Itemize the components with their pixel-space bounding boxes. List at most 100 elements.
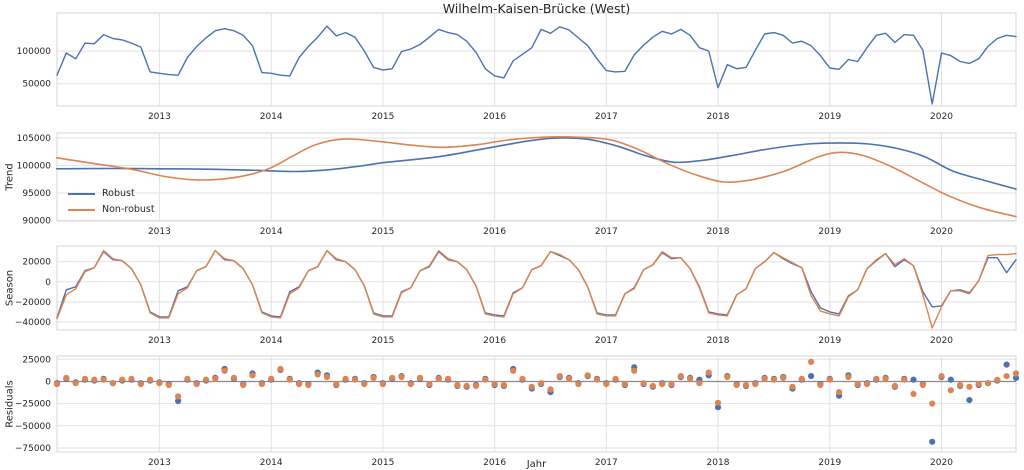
- data-point: [472, 382, 480, 389]
- data-point: [910, 376, 917, 383]
- data-point: [240, 381, 247, 389]
- data-point: [91, 376, 98, 383]
- data-point: [826, 376, 833, 383]
- legend-line-robust: [68, 192, 95, 195]
- data-point: [621, 381, 629, 388]
- data-point: [966, 383, 973, 390]
- panel-season: −40000 −20000 0 20000 2013 2014 2015 2016 2017 20…: [15, 245, 1017, 346]
- y-tick-label: 105000: [17, 134, 52, 144]
- data-point: [687, 375, 694, 382]
- legend-item-robust: Robust: [68, 188, 155, 199]
- y-tick-label: 50000: [22, 80, 51, 90]
- data-point: [882, 375, 889, 382]
- data-point: [370, 374, 377, 381]
- data-point: [230, 374, 237, 381]
- data-point: [296, 381, 303, 388]
- x-tick-label: 2016: [483, 112, 506, 122]
- data-point: [538, 380, 545, 387]
- x-tick-label: 2014: [260, 112, 283, 122]
- data-point: [770, 376, 778, 383]
- data-point: [100, 376, 107, 383]
- y-axis-label-season: Season: [4, 269, 16, 307]
- data-point: [929, 438, 936, 445]
- residual-points-non-robust: [53, 358, 1020, 407]
- y-tick-label: 20000: [22, 258, 51, 268]
- data-point: [659, 381, 666, 388]
- x-tick-label: 2019: [818, 458, 841, 468]
- legend-item-nonrobust: Non-robust: [68, 204, 155, 215]
- x-tick-label: 2017: [595, 458, 618, 468]
- data-point: [407, 381, 414, 388]
- data-point: [603, 381, 610, 388]
- y-tick-label: −50000: [15, 422, 51, 432]
- x-tick-label: 2017: [595, 336, 618, 346]
- data-point: [966, 397, 973, 404]
- x-tick-label: 2017: [595, 227, 618, 237]
- x-tick-label: 2020: [930, 458, 953, 468]
- x-tick-label: 2018: [707, 227, 730, 237]
- series-line-robust: [56, 249, 1017, 319]
- data-point: [575, 381, 582, 388]
- data-point: [975, 381, 982, 388]
- data-point: [286, 376, 293, 383]
- data-point: [789, 383, 796, 390]
- data-point: [714, 399, 722, 406]
- data-point: [742, 381, 750, 389]
- data-point: [463, 382, 470, 389]
- data-point: [752, 381, 759, 388]
- x-tick-label: 2013: [148, 336, 171, 346]
- data-point: [649, 382, 657, 389]
- chart-title: Wilhelm-Kaisen-Brücke (West): [442, 1, 631, 16]
- x-tick-label: 2020: [930, 227, 953, 237]
- data-point: [156, 380, 163, 387]
- x-tick-label: 2019: [818, 336, 841, 346]
- data-point: [128, 375, 135, 382]
- series-line-non-robust: [55, 135, 1017, 218]
- y-tick-label: −75000: [15, 444, 51, 454]
- data-point: [836, 389, 843, 396]
- data-point: [193, 381, 200, 388]
- y-tick-label: −40000: [15, 318, 51, 328]
- x-tick-label: 2015: [371, 112, 394, 122]
- x-tick-label: 2018: [707, 112, 730, 122]
- panel-border: [56, 355, 1017, 453]
- data-point: [389, 374, 396, 381]
- data-point: [175, 393, 182, 400]
- data-point: [277, 365, 284, 373]
- data-point: [808, 373, 815, 380]
- panel-border: [56, 245, 1017, 331]
- data-point: [53, 381, 61, 388]
- data-point: [323, 373, 331, 381]
- x-tick-label: 2015: [371, 227, 394, 237]
- data-point: [1003, 361, 1010, 368]
- data-point: [938, 373, 945, 380]
- panel-residuals: −75000 −50000 −25000 0 25000 2013 2014 2015 2016…: [15, 355, 1020, 468]
- data-point: [947, 376, 954, 383]
- y-tick-label: 0: [45, 278, 51, 288]
- y-tick-label: −20000: [15, 298, 51, 308]
- x-tick-label: 2013: [148, 227, 171, 237]
- data-point: [500, 381, 507, 389]
- data-point: [901, 376, 908, 383]
- x-tick-label: 2016: [483, 336, 506, 346]
- x-tick-label: 2015: [371, 336, 394, 346]
- data-point: [798, 375, 805, 382]
- y-tick-label: 100000: [17, 161, 52, 171]
- data-point: [668, 381, 675, 388]
- legend-label-robust: Robust: [102, 188, 135, 199]
- trend-legend: Robust Non-robust: [68, 188, 155, 215]
- x-tick-label: 2017: [595, 112, 618, 122]
- data-point: [705, 369, 712, 376]
- data-point: [1003, 373, 1010, 380]
- data-point: [72, 380, 79, 387]
- data-point: [984, 380, 992, 387]
- data-point: [910, 390, 917, 397]
- data-point: [435, 375, 442, 382]
- series-line-observed: [56, 25, 1017, 105]
- data-point: [733, 381, 740, 389]
- x-tick-label: 2014: [260, 227, 283, 237]
- legend-label-nonrobust: Non-robust: [102, 204, 155, 215]
- data-point: [845, 373, 852, 381]
